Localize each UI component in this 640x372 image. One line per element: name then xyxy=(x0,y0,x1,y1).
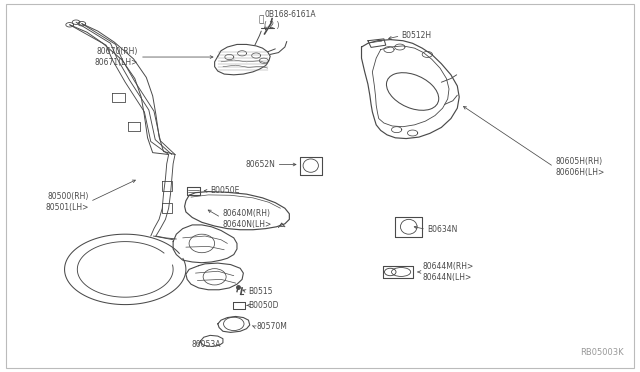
Text: 0B168-6161A
( 2 ): 0B168-6161A ( 2 ) xyxy=(264,10,316,30)
Text: 80570M: 80570M xyxy=(256,322,287,331)
Text: 80644M(RH>
80644N(LH>: 80644M(RH> 80644N(LH> xyxy=(422,262,474,282)
Text: 80605H(RH)
80606H(LH>: 80605H(RH) 80606H(LH> xyxy=(555,157,604,177)
Text: B0634N: B0634N xyxy=(428,225,458,234)
Text: 80500(RH)
80501(LH>: 80500(RH) 80501(LH> xyxy=(45,192,89,212)
Text: Ⓑ: Ⓑ xyxy=(258,16,264,25)
Text: 80053A: 80053A xyxy=(191,340,221,349)
Text: 80652N: 80652N xyxy=(245,160,275,169)
Text: B0050D: B0050D xyxy=(248,301,279,310)
Text: B0050E: B0050E xyxy=(210,186,239,195)
Text: RB05003K: RB05003K xyxy=(580,348,623,357)
Text: B0512H: B0512H xyxy=(402,31,432,41)
Text: B0515: B0515 xyxy=(248,287,273,296)
Text: 80670(RH)
80671(LH>: 80670(RH) 80671(LH> xyxy=(95,47,138,67)
Text: 80640M(RH)
80640N(LH>: 80640M(RH) 80640N(LH> xyxy=(222,209,271,230)
